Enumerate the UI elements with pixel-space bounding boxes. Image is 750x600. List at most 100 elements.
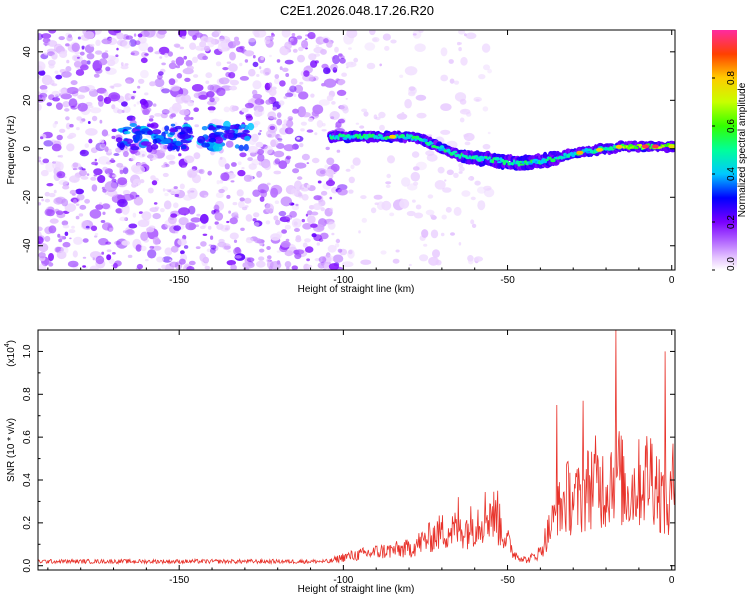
noise-blob [226, 220, 230, 224]
noise-blob [194, 124, 199, 128]
noise-blob [113, 153, 120, 156]
noise-blob [144, 259, 149, 262]
noise-blob [252, 218, 257, 222]
noise-blob [113, 262, 118, 269]
noise-blob [257, 183, 269, 194]
noise-blob [440, 47, 448, 57]
noise-blob [428, 256, 439, 266]
noise-blob [136, 101, 140, 105]
noise-blob [230, 180, 235, 183]
noise-blob [151, 180, 158, 186]
noise-blob [312, 75, 319, 81]
noise-blob [58, 179, 69, 186]
noise-blob [259, 248, 265, 253]
band-blob [130, 146, 140, 151]
noise-blob [148, 118, 154, 122]
noise-blob [210, 244, 217, 250]
noise-blob [276, 118, 283, 126]
noise-blob [246, 257, 255, 263]
noise-blob [61, 71, 72, 78]
noise-blob [67, 260, 79, 268]
trace-blob-core [430, 142, 434, 145]
noise-blob [232, 40, 241, 46]
trace-blob-core [584, 147, 589, 153]
trace-blob-core [423, 138, 428, 143]
noise-blob [269, 261, 282, 270]
noise-blob [76, 194, 85, 201]
colorbar-tick-label: 0.0 [726, 257, 737, 271]
noise-blob [173, 225, 182, 231]
noise-blob [49, 218, 59, 224]
noise-blob [77, 102, 88, 112]
noise-blob [133, 196, 144, 206]
noise-blob [232, 202, 238, 206]
y-tick-label: 1.0 [22, 344, 33, 358]
noise-blob [294, 84, 304, 94]
noise-blob [122, 189, 131, 196]
noise-blob [258, 162, 264, 166]
noise-blob [306, 129, 314, 133]
noise-blob [167, 225, 171, 228]
noise-blob [345, 61, 357, 68]
noise-blob [458, 166, 465, 172]
band-blob [135, 133, 143, 141]
noise-blob [255, 141, 264, 148]
noise-blob [82, 256, 87, 259]
noise-blob [59, 51, 68, 58]
noise-blob [66, 143, 75, 152]
noise-blob [359, 125, 365, 129]
noise-blob [66, 87, 79, 95]
noise-blob [314, 60, 319, 64]
noise-blob [291, 188, 297, 196]
noise-blob [241, 206, 248, 211]
noise-blob [341, 72, 347, 77]
band-blob [179, 133, 192, 140]
noise-blob [324, 254, 334, 263]
noise-blob [326, 95, 334, 102]
noise-blob [44, 235, 51, 242]
noise-blob [122, 167, 129, 175]
noise-blob [176, 73, 183, 79]
trace-blob-core [491, 159, 495, 164]
noise-blob [157, 30, 167, 35]
noise-blob [170, 213, 178, 218]
noise-blob [119, 40, 128, 47]
noise-blob [345, 168, 351, 172]
noise-blob [347, 249, 355, 259]
noise-blob [482, 143, 491, 150]
noise-blob [229, 85, 238, 91]
noise-blob [317, 262, 326, 269]
noise-blob [473, 256, 484, 262]
noise-blob [244, 102, 254, 109]
noise-blob [458, 47, 462, 52]
noise-blob [152, 236, 160, 245]
noise-blob [69, 123, 74, 128]
noise-blob [379, 124, 385, 131]
noise-blob [38, 33, 43, 41]
noise-blob [363, 111, 369, 117]
noise-blob [327, 221, 336, 230]
noise-blob [269, 54, 272, 58]
noise-blob [65, 66, 72, 72]
noise-blob [285, 155, 292, 160]
noise-blob [165, 154, 176, 161]
noise-blob [179, 109, 190, 116]
band-blob [197, 135, 206, 144]
noise-blob [51, 139, 56, 143]
noise-blob [42, 158, 50, 164]
noise-blob [248, 68, 256, 77]
y-tick-label: -40 [22, 238, 33, 253]
noise-blob [311, 211, 319, 216]
noise-blob [41, 198, 44, 202]
noise-blob [228, 79, 232, 82]
noise-blob [294, 228, 300, 232]
band-blob [147, 130, 154, 135]
noise-blob [191, 84, 204, 92]
spectrogram-axes: -150 -100 -50 0 -40 -20 0 20 40 [22, 30, 675, 286]
noise-blob [59, 128, 66, 133]
noise-blob [297, 176, 303, 180]
noise-blob [270, 187, 279, 198]
noise-blob [75, 215, 80, 220]
noise-blob [290, 39, 298, 46]
noise-blob [318, 99, 330, 106]
